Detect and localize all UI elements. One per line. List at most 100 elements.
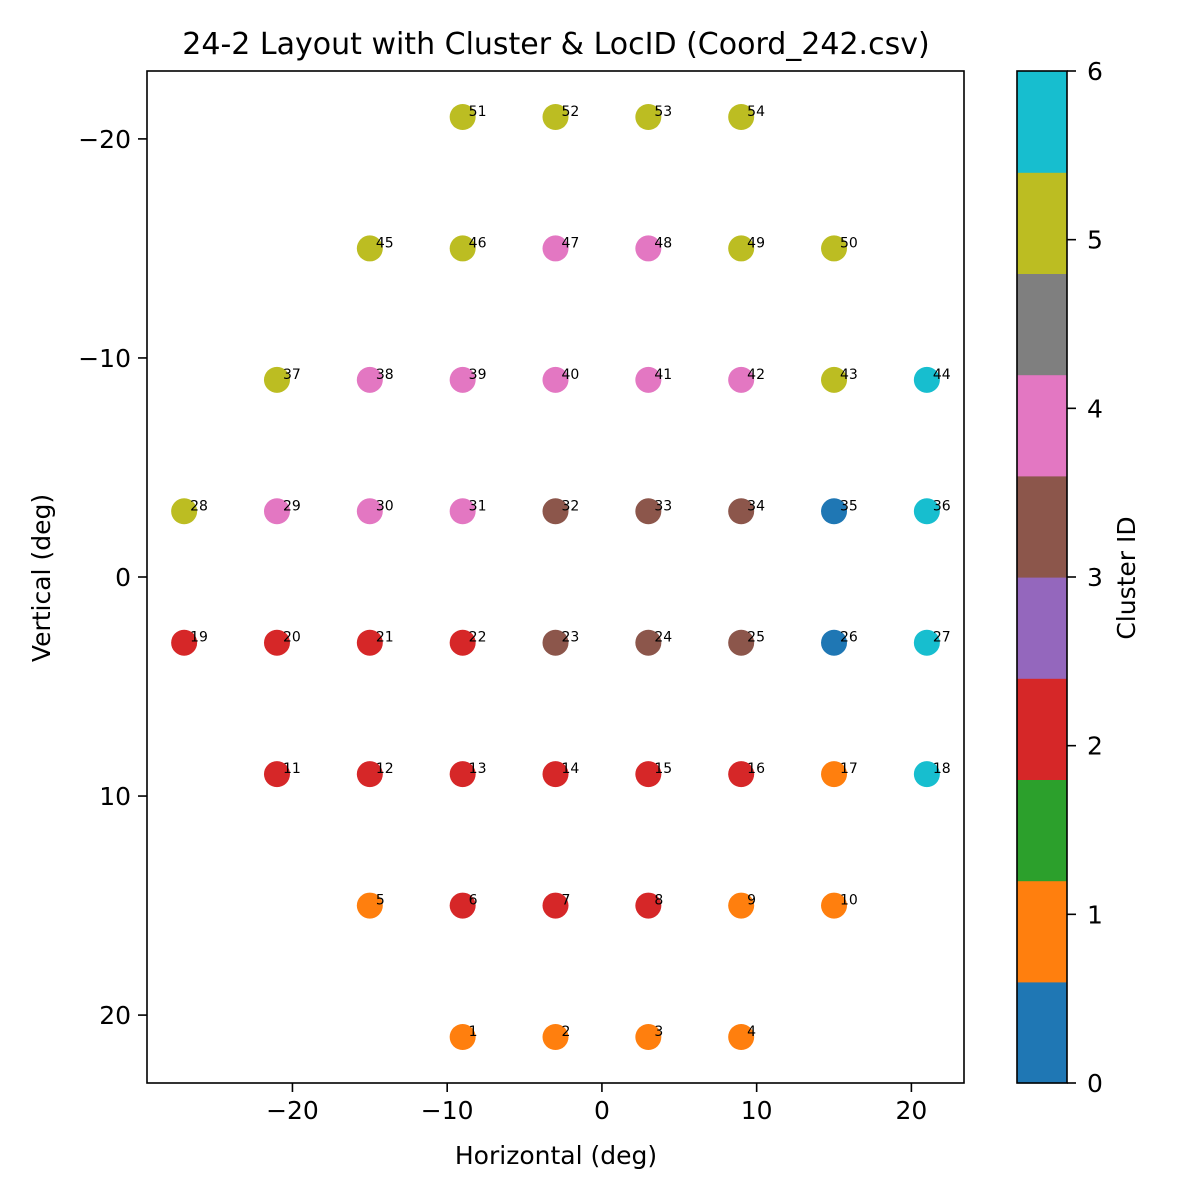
colorbar-tick-label: 0	[1087, 1069, 1103, 1098]
scatter-point	[821, 498, 848, 525]
chart-title: 24-2 Layout with Cluster & LocID (Coord_…	[182, 27, 929, 62]
point-id-label: 7	[562, 893, 571, 909]
point-id-label: 1	[469, 1024, 478, 1040]
scatter-point	[728, 892, 755, 919]
scatter-point	[542, 761, 569, 788]
scatter-point	[449, 629, 476, 656]
scatter-point	[821, 761, 848, 788]
colorbar-segment	[1017, 475, 1067, 578]
scatter-point	[171, 498, 198, 525]
point-id-label: 16	[747, 761, 765, 777]
point-id-label: 52	[562, 104, 580, 120]
point-id-label: 37	[283, 367, 301, 383]
colorbar-tick-label: 6	[1087, 57, 1103, 86]
x-tick-label: −10	[421, 1096, 474, 1125]
scatter-point	[635, 366, 662, 393]
point-id-label: 31	[469, 498, 487, 514]
point-id-label: 12	[376, 761, 394, 777]
point-id-label: 28	[190, 498, 208, 514]
scatter-point	[913, 761, 940, 788]
point-id-label: 39	[469, 367, 487, 383]
scatter-point	[449, 761, 476, 788]
x-tick-label: 0	[594, 1096, 610, 1125]
point-id-label: 33	[654, 498, 672, 514]
point-id-label: 35	[840, 498, 858, 514]
point-id-label: 20	[283, 630, 301, 646]
point-id-label: 5	[376, 893, 385, 909]
x-tick-label: 20	[895, 1096, 927, 1125]
y-axis-label: Vertical (deg)	[27, 494, 56, 662]
point-id-label: 9	[747, 893, 756, 909]
point-id-label: 27	[933, 630, 951, 646]
scatter-point	[913, 629, 940, 656]
scatter-point	[542, 235, 569, 262]
point-id-label: 26	[840, 630, 858, 646]
point-id-label: 41	[654, 367, 672, 383]
scatter-point	[356, 366, 383, 393]
scatter-point	[635, 498, 662, 525]
scatter-point	[728, 761, 755, 788]
colorbar-segment	[1017, 880, 1067, 983]
point-id-label: 48	[654, 235, 672, 251]
x-tick-label: 10	[741, 1096, 773, 1125]
x-tick-label: −20	[266, 1096, 319, 1125]
colorbar-segment	[1017, 577, 1067, 679]
point-id-label: 11	[283, 761, 301, 777]
colorbar-segment	[1017, 678, 1067, 780]
scatter-point	[542, 366, 569, 393]
point-id-label: 17	[840, 761, 858, 777]
point-id-label: 2	[562, 1024, 571, 1040]
scatter-point	[171, 629, 198, 656]
point-id-label: 24	[654, 630, 672, 646]
scatter-point	[635, 629, 662, 656]
point-id-label: 44	[933, 367, 951, 383]
scatter-point	[728, 235, 755, 262]
scatter-point	[821, 629, 848, 656]
scatter-point	[728, 366, 755, 393]
scatter-point	[356, 498, 383, 525]
point-id-label: 47	[562, 235, 580, 251]
scatter-point	[635, 235, 662, 262]
scatter-point	[542, 1024, 569, 1050]
scatter-point	[728, 498, 755, 525]
point-id-label: 49	[747, 235, 765, 251]
y-axis-ticks: −20 −10 0 10 20	[78, 125, 147, 1030]
colorbar-segment	[1017, 273, 1067, 376]
scatter-point	[263, 366, 290, 393]
point-id-label: 46	[469, 235, 487, 251]
scatter-point	[635, 761, 662, 788]
point-id-label: 36	[933, 498, 951, 514]
scatter-point	[449, 235, 476, 262]
x-axis-label: Horizontal (deg)	[455, 1141, 657, 1170]
scatter-point	[821, 892, 848, 919]
colorbar-segment	[1017, 172, 1067, 274]
point-id-label: 45	[376, 235, 394, 251]
point-id-label: 10	[840, 893, 858, 909]
point-id-label: 51	[469, 104, 487, 120]
point-id-label: 23	[562, 630, 580, 646]
point-id-label: 30	[376, 498, 394, 514]
colorbar-segment	[1017, 779, 1067, 882]
scatter-point	[542, 498, 569, 525]
scatter-point	[356, 761, 383, 788]
point-id-label: 29	[283, 498, 301, 514]
scatter-point	[728, 1024, 755, 1050]
scatter-point	[356, 235, 383, 262]
point-id-label: 32	[562, 498, 580, 514]
point-id-label: 18	[933, 761, 951, 777]
scatter-point	[449, 498, 476, 525]
scatter-point	[728, 104, 755, 130]
plot-area-frame	[146, 70, 965, 1084]
scatter-point	[263, 761, 290, 788]
point-id-label: 15	[654, 761, 672, 777]
point-id-label: 42	[747, 367, 765, 383]
colorbar-segment	[1017, 71, 1067, 173]
y-tick-label: 10	[99, 782, 131, 811]
scatter-point	[728, 629, 755, 656]
point-id-label: 14	[562, 761, 580, 777]
colorbar-segments	[1017, 71, 1067, 1084]
colorbar-tick-label: 1	[1087, 900, 1103, 929]
